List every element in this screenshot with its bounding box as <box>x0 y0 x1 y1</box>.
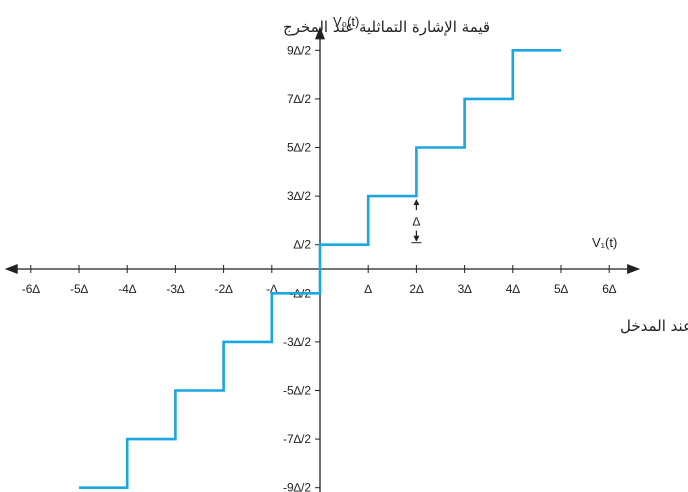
x-tick-label: 5∆ <box>554 282 569 296</box>
x-tick-label: -5∆ <box>70 282 89 296</box>
y-tick-label: 3∆/2 <box>287 189 311 203</box>
x-axis-arrow-right-icon <box>627 264 641 274</box>
x-tick-label: 4∆ <box>506 282 521 296</box>
x-axis-arrow-left-icon <box>4 264 18 274</box>
delta-annotation-label: ∆ <box>413 214 421 228</box>
x-tick-label: 3∆ <box>458 282 473 296</box>
x-tick-label: 6∆ <box>602 282 617 296</box>
y-tick-label: -3∆/2 <box>283 335 311 349</box>
x-tick-label: -6∆ <box>22 282 41 296</box>
x-axis-label: V₁(t) <box>592 235 617 250</box>
y-tick-label: -9∆/2 <box>283 481 311 492</box>
x-axis-title: قيمة الإشارة التماثلية عند المدخل <box>620 317 688 335</box>
y-tick-label: 9∆/2 <box>287 43 311 57</box>
x-tick-label: -∆ <box>266 282 278 296</box>
y-tick-label: -7∆/2 <box>283 432 311 446</box>
y-tick-label: -5∆/2 <box>283 384 311 398</box>
step-series-line <box>79 48 561 490</box>
y-axis-arrow-up-icon <box>315 26 325 40</box>
x-tick-label: -4∆ <box>118 282 137 296</box>
y-axis-title: قيمة الإشارة التماثلية عند المخرج <box>283 18 490 37</box>
y-tick-label: ∆/2 <box>294 238 312 252</box>
x-tick-label: -3∆ <box>166 282 185 296</box>
x-tick-label: ∆ <box>365 282 373 296</box>
y-tick-label: 7∆/2 <box>287 92 311 106</box>
delta-arrow-up-icon <box>413 199 420 206</box>
x-tick-label: 2∆ <box>409 282 424 296</box>
delta-arrow-down-icon <box>413 235 420 242</box>
y-tick-label: 5∆/2 <box>287 141 311 155</box>
y-axis-label: V₀(t) <box>333 14 359 29</box>
x-tick-label: -2∆ <box>215 282 234 296</box>
